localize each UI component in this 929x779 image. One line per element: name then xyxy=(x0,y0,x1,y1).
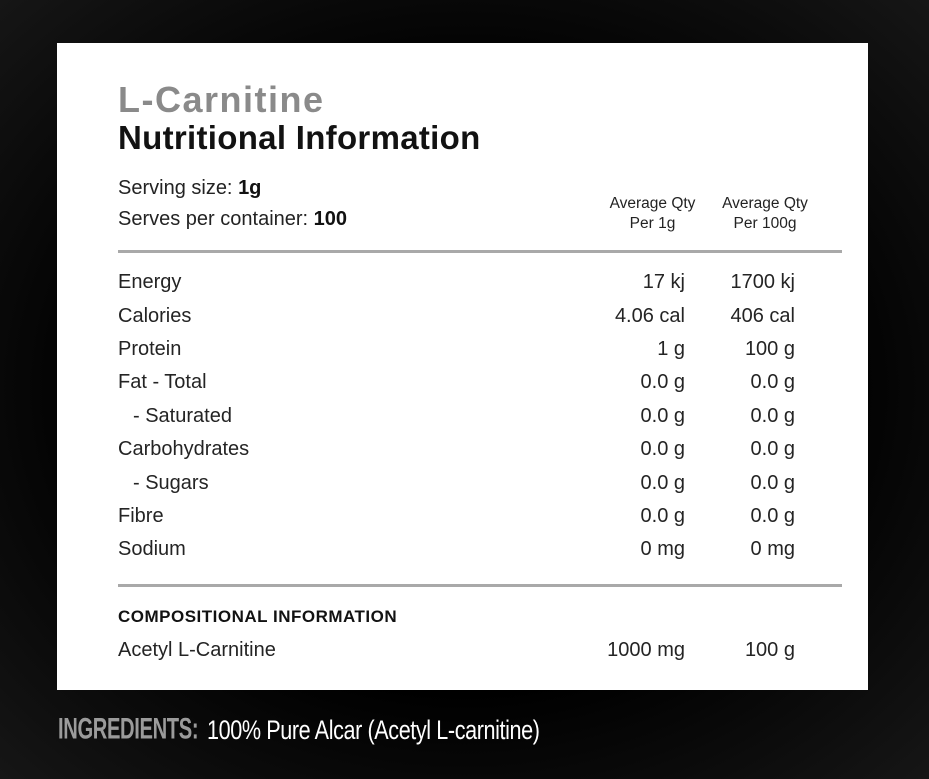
row-value-per-1g: 1 g xyxy=(657,337,685,360)
ingredients-label: INGREDIENTS: xyxy=(58,712,199,745)
column-header-per-1g-line1: Average Qty xyxy=(609,195,696,212)
row-value-per-100g: 0.0 g xyxy=(750,471,795,494)
table-row-carbohydrates: Carbohydrates 0.0 g 0.0 g xyxy=(118,433,842,466)
row-value-per-1g: 0.0 g xyxy=(640,471,685,494)
serves-label: Serves per container: xyxy=(118,208,309,230)
table-row-fibre: Fibre 0.0 g 0.0 g xyxy=(118,500,842,533)
serving-info: Serving size: 1g Serves per container: 1… xyxy=(118,173,595,235)
row-label: Sodium xyxy=(118,538,186,561)
row-value-per-1g: 0.0 g xyxy=(640,438,685,461)
serving-size-value: 1g xyxy=(238,177,262,199)
serving-and-columns-row: Serving size: 1g Serves per container: 1… xyxy=(118,173,842,235)
row-label: Energy xyxy=(118,271,182,294)
row-label: Protein xyxy=(118,337,182,360)
row-label: Acetyl L-Carnitine xyxy=(118,638,276,661)
row-value-per-100g: 406 cal xyxy=(730,304,796,327)
column-header-per-100g: Average Qty Per 100g xyxy=(710,194,820,235)
row-value-per-1g: 0.0 g xyxy=(640,371,685,394)
table-row-protein: Protein 1 g 100 g xyxy=(118,333,842,366)
table-row-sugars: - Sugars 0.0 g 0.0 g xyxy=(118,466,842,499)
serves-per-container-line: Serves per container: 100 xyxy=(118,204,595,235)
nutrition-table: Energy 17 kj 1700 kj Calories 4.06 cal 4… xyxy=(118,266,842,567)
row-value-per-1g: 4.06 cal xyxy=(614,304,685,327)
label-heading: Nutritional Information xyxy=(118,119,481,156)
divider-top xyxy=(118,250,842,253)
row-label: - Sugars xyxy=(133,471,209,494)
row-value-per-100g: 100 g xyxy=(744,638,795,661)
row-value-per-1g: 17 kj xyxy=(642,271,685,294)
table-row-fat-total: Fat - Total 0.0 g 0.0 g xyxy=(118,366,842,399)
row-label: Fibre xyxy=(118,504,164,527)
product-title: L-Carnitine xyxy=(118,79,325,120)
row-value-per-1g: 0.0 g xyxy=(640,504,685,527)
row-value-per-100g: 0.0 g xyxy=(750,404,795,427)
row-value-per-1g: 0.0 g xyxy=(640,404,685,427)
column-header-per-100g-line2: Per 100g xyxy=(733,214,797,232)
table-row-acetyl-l-carnitine: Acetyl L-Carnitine 1000 mg 100 g xyxy=(118,634,842,667)
nutrition-label-panel: L-Carnitine Nutritional Information Serv… xyxy=(57,43,868,690)
row-label: Calories xyxy=(118,304,192,327)
row-label: Fat - Total xyxy=(118,371,207,394)
table-row-energy: Energy 17 kj 1700 kj xyxy=(118,266,842,299)
row-value-per-100g: 0.0 g xyxy=(750,504,795,527)
column-header-per-1g-line2: Per 1g xyxy=(629,214,676,232)
serving-size-line: Serving size: 1g xyxy=(118,173,595,204)
row-value-per-100g: 0 mg xyxy=(750,538,795,561)
row-value-per-100g: 100 g xyxy=(744,337,795,360)
column-header-per-100g-line1: Average Qty xyxy=(722,195,808,212)
serves-value: 100 xyxy=(313,208,348,230)
divider-bottom xyxy=(118,583,842,587)
row-value-per-1g: 1000 mg xyxy=(607,638,685,661)
column-header-per-1g: Average Qty Per 1g xyxy=(595,194,710,235)
row-value-per-100g: 1700 kj xyxy=(730,271,796,294)
table-row-sodium: Sodium 0 mg 0 mg xyxy=(118,533,842,566)
compositional-information-heading: COMPOSITIONAL INFORMATION xyxy=(118,606,398,626)
table-row-calories: Calories 4.06 cal 406 cal xyxy=(118,299,842,332)
row-value-per-100g: 0.0 g xyxy=(750,438,795,461)
ingredients-line: INGREDIENTS: 100% Pure Alcar (Acetyl L-c… xyxy=(58,712,622,746)
row-label: Carbohydrates xyxy=(118,438,250,461)
row-value-per-100g: 0.0 g xyxy=(750,371,795,394)
compositional-table: Acetyl L-Carnitine 1000 mg 100 g xyxy=(118,634,842,667)
row-label: - Saturated xyxy=(133,404,232,427)
serving-size-label: Serving size: xyxy=(118,177,233,199)
table-row-fat-saturated: - Saturated 0.0 g 0.0 g xyxy=(118,400,842,433)
row-value-per-1g: 0 mg xyxy=(640,538,685,561)
ingredients-value: 100% Pure Alcar (Acetyl L-carnitine) xyxy=(206,715,540,745)
